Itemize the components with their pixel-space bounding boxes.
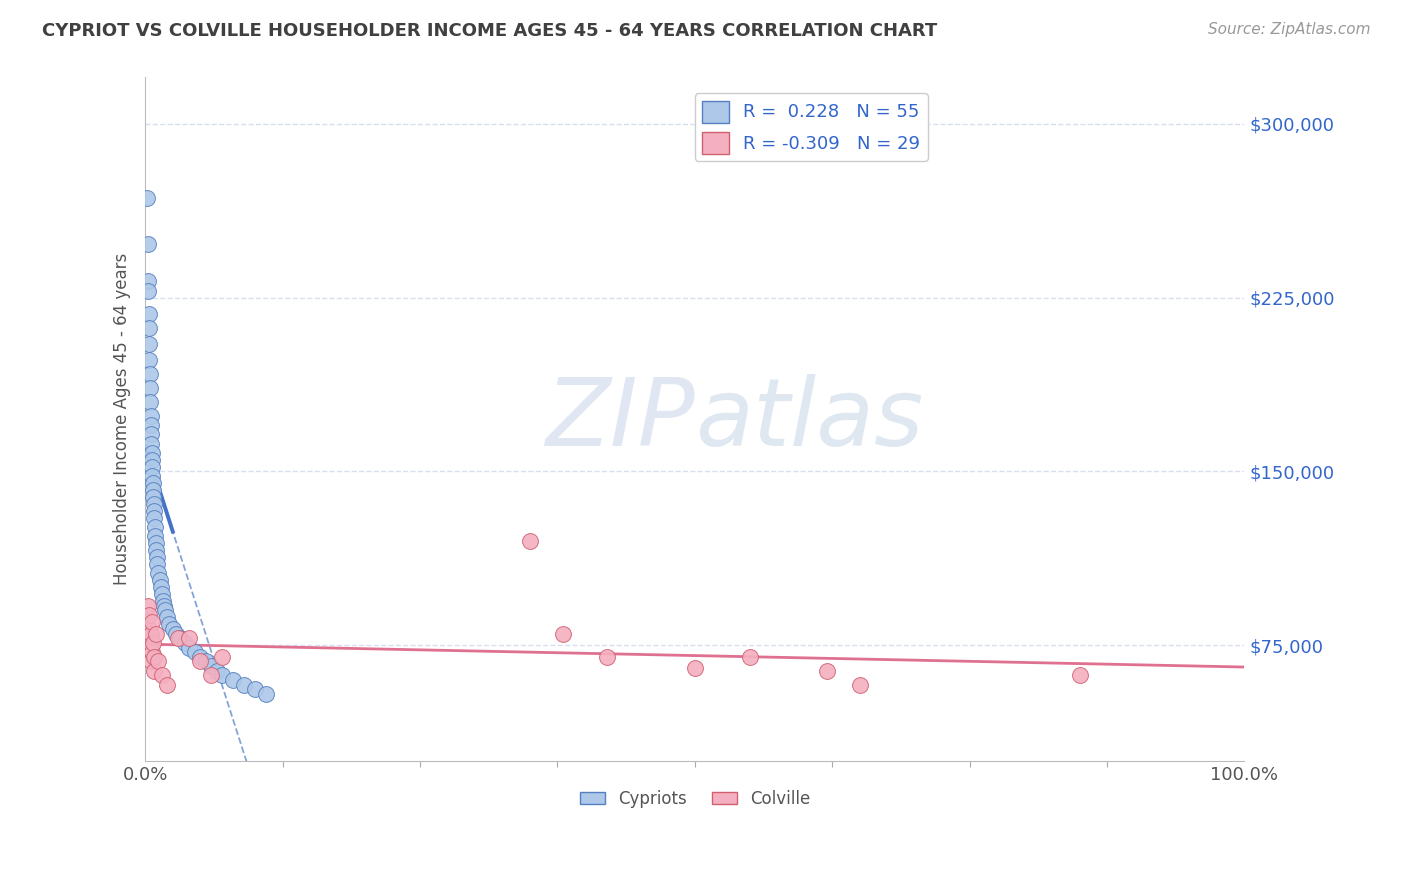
Point: [136, 274, 159, 288]
Point: [142, 504, 165, 518]
Text: ZIP: ZIP: [546, 374, 695, 465]
Point: [153, 599, 176, 613]
Point: [148, 566, 170, 581]
Legend: Cypriots, Colville: Cypriots, Colville: [572, 783, 817, 814]
Point: [142, 490, 165, 504]
Point: [200, 668, 222, 682]
Point: [245, 682, 267, 697]
Point: [173, 636, 195, 650]
Point: [150, 587, 173, 601]
Point: [165, 626, 187, 640]
Point: [143, 529, 166, 543]
Text: Source: ZipAtlas.com: Source: ZipAtlas.com: [1208, 22, 1371, 37]
Point: [141, 452, 163, 467]
Point: [184, 645, 207, 659]
Point: [142, 475, 165, 490]
Point: [254, 687, 277, 701]
Point: [142, 664, 165, 678]
Point: [179, 640, 201, 655]
Point: [138, 284, 160, 298]
Point: [145, 626, 167, 640]
Point: [138, 307, 160, 321]
Point: [156, 610, 179, 624]
Point: [136, 599, 159, 613]
Point: [211, 668, 233, 682]
Point: [148, 655, 170, 669]
Point: [139, 381, 162, 395]
Point: [233, 677, 256, 691]
Point: [141, 655, 163, 669]
Point: [156, 677, 179, 691]
Point: [139, 409, 162, 423]
Point: [1069, 668, 1091, 682]
Point: [188, 649, 211, 664]
Point: [596, 649, 619, 664]
Point: [848, 677, 870, 691]
Point: [138, 608, 160, 623]
Point: [211, 649, 233, 664]
Point: [683, 661, 706, 675]
Point: [167, 632, 190, 646]
Text: atlas: atlas: [695, 374, 924, 465]
Point: [143, 520, 166, 534]
Point: [146, 557, 169, 571]
Point: [205, 664, 228, 678]
Point: [162, 622, 184, 636]
Point: [150, 668, 173, 682]
Point: [519, 533, 541, 548]
Point: [139, 626, 162, 640]
Point: [139, 427, 162, 442]
Point: [152, 594, 174, 608]
Point: [738, 649, 761, 664]
Point: [139, 418, 162, 433]
Point: [138, 337, 160, 351]
Point: [138, 622, 160, 636]
Point: [200, 659, 222, 673]
Point: [141, 436, 163, 450]
Point: [145, 543, 167, 558]
Point: [145, 536, 167, 550]
Point: [153, 603, 176, 617]
Point: [138, 632, 160, 646]
Point: [136, 237, 159, 252]
Point: [188, 655, 211, 669]
Point: [551, 626, 574, 640]
Point: [138, 320, 160, 334]
Point: [222, 673, 245, 687]
Point: [141, 615, 163, 629]
Point: [142, 636, 165, 650]
Point: [149, 574, 172, 588]
Point: [169, 632, 191, 646]
Point: [138, 353, 160, 368]
Y-axis label: Householder Income Ages 45 - 64 years: Householder Income Ages 45 - 64 years: [114, 253, 131, 585]
Point: [141, 469, 163, 483]
Point: [815, 664, 838, 678]
Point: [138, 367, 160, 381]
Point: [143, 649, 166, 664]
Point: [159, 617, 181, 632]
Point: [194, 655, 217, 669]
Point: [149, 580, 172, 594]
Point: [139, 395, 162, 409]
Point: [142, 483, 165, 497]
Point: [142, 497, 165, 511]
Point: [143, 510, 166, 524]
Point: [179, 632, 201, 646]
Point: [139, 640, 162, 655]
Point: [141, 446, 163, 460]
Text: CYPRIOT VS COLVILLE HOUSEHOLDER INCOME AGES 45 - 64 YEARS CORRELATION CHART: CYPRIOT VS COLVILLE HOUSEHOLDER INCOME A…: [42, 22, 938, 40]
Point: [136, 191, 159, 205]
Point: [146, 550, 169, 565]
Point: [141, 459, 163, 474]
Point: [141, 645, 163, 659]
